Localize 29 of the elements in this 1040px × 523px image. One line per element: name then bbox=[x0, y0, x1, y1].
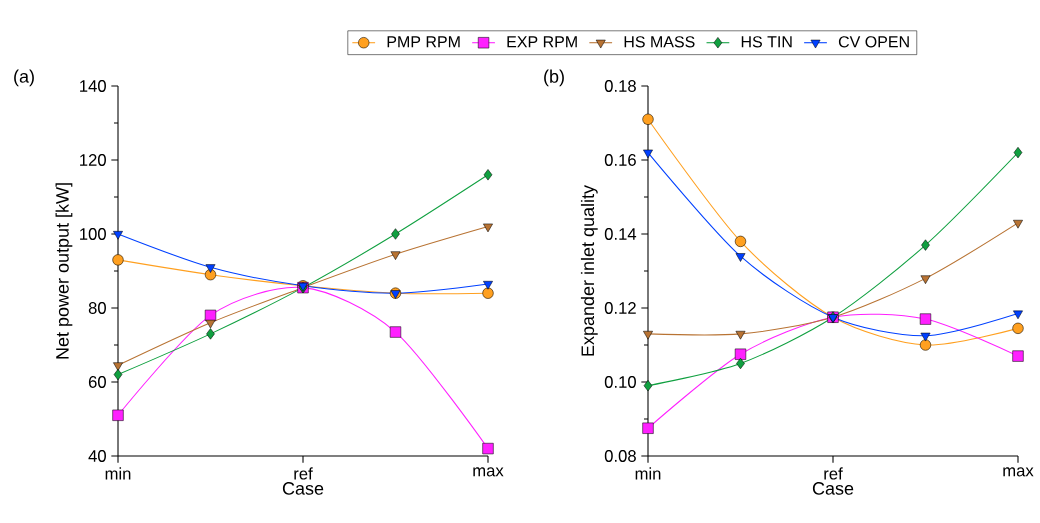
y-tick-label: 120 bbox=[80, 154, 106, 166]
x-tick-label: max bbox=[473, 467, 504, 477]
y-tick-label: 0.08 bbox=[604, 450, 636, 462]
y-tick-label: 40 bbox=[88, 450, 106, 462]
y-tick-label: 0.12 bbox=[604, 302, 636, 314]
y-tick-label: 60 bbox=[88, 376, 106, 388]
x-tick-label: max bbox=[1003, 467, 1034, 477]
legend-label: PMP RPM bbox=[387, 36, 460, 48]
y-tick-label: 0.16 bbox=[604, 154, 636, 166]
y-tick-label: 140 bbox=[80, 80, 106, 92]
y-tick-label: 0.18 bbox=[604, 80, 636, 92]
y-tick-label: 0.14 bbox=[604, 228, 637, 240]
legend-label: EXP RPM bbox=[507, 36, 577, 48]
legend-label: HS TIN bbox=[741, 36, 792, 48]
legend-label: HS MASS bbox=[624, 36, 695, 48]
y-axis-title: Expander inlet quality bbox=[580, 185, 598, 356]
y-tick-label: 100 bbox=[80, 228, 106, 240]
x-tick-label: ref bbox=[824, 467, 843, 480]
y-axis-title: Net power output [kW] bbox=[55, 183, 73, 359]
x-tick-label: min bbox=[635, 467, 661, 480]
x-tick-label: min bbox=[105, 467, 131, 480]
y-tick-label: 0.10 bbox=[604, 376, 636, 388]
y-tick-label: 80 bbox=[88, 302, 106, 314]
legend-label: CV OPEN bbox=[838, 36, 909, 48]
x-tick-label: ref bbox=[294, 467, 313, 480]
chart-title: (a) bbox=[14, 69, 34, 87]
x-axis-title: Case bbox=[282, 482, 324, 495]
chart-title: (b) bbox=[544, 69, 564, 87]
x-axis-title: Case bbox=[812, 482, 854, 495]
